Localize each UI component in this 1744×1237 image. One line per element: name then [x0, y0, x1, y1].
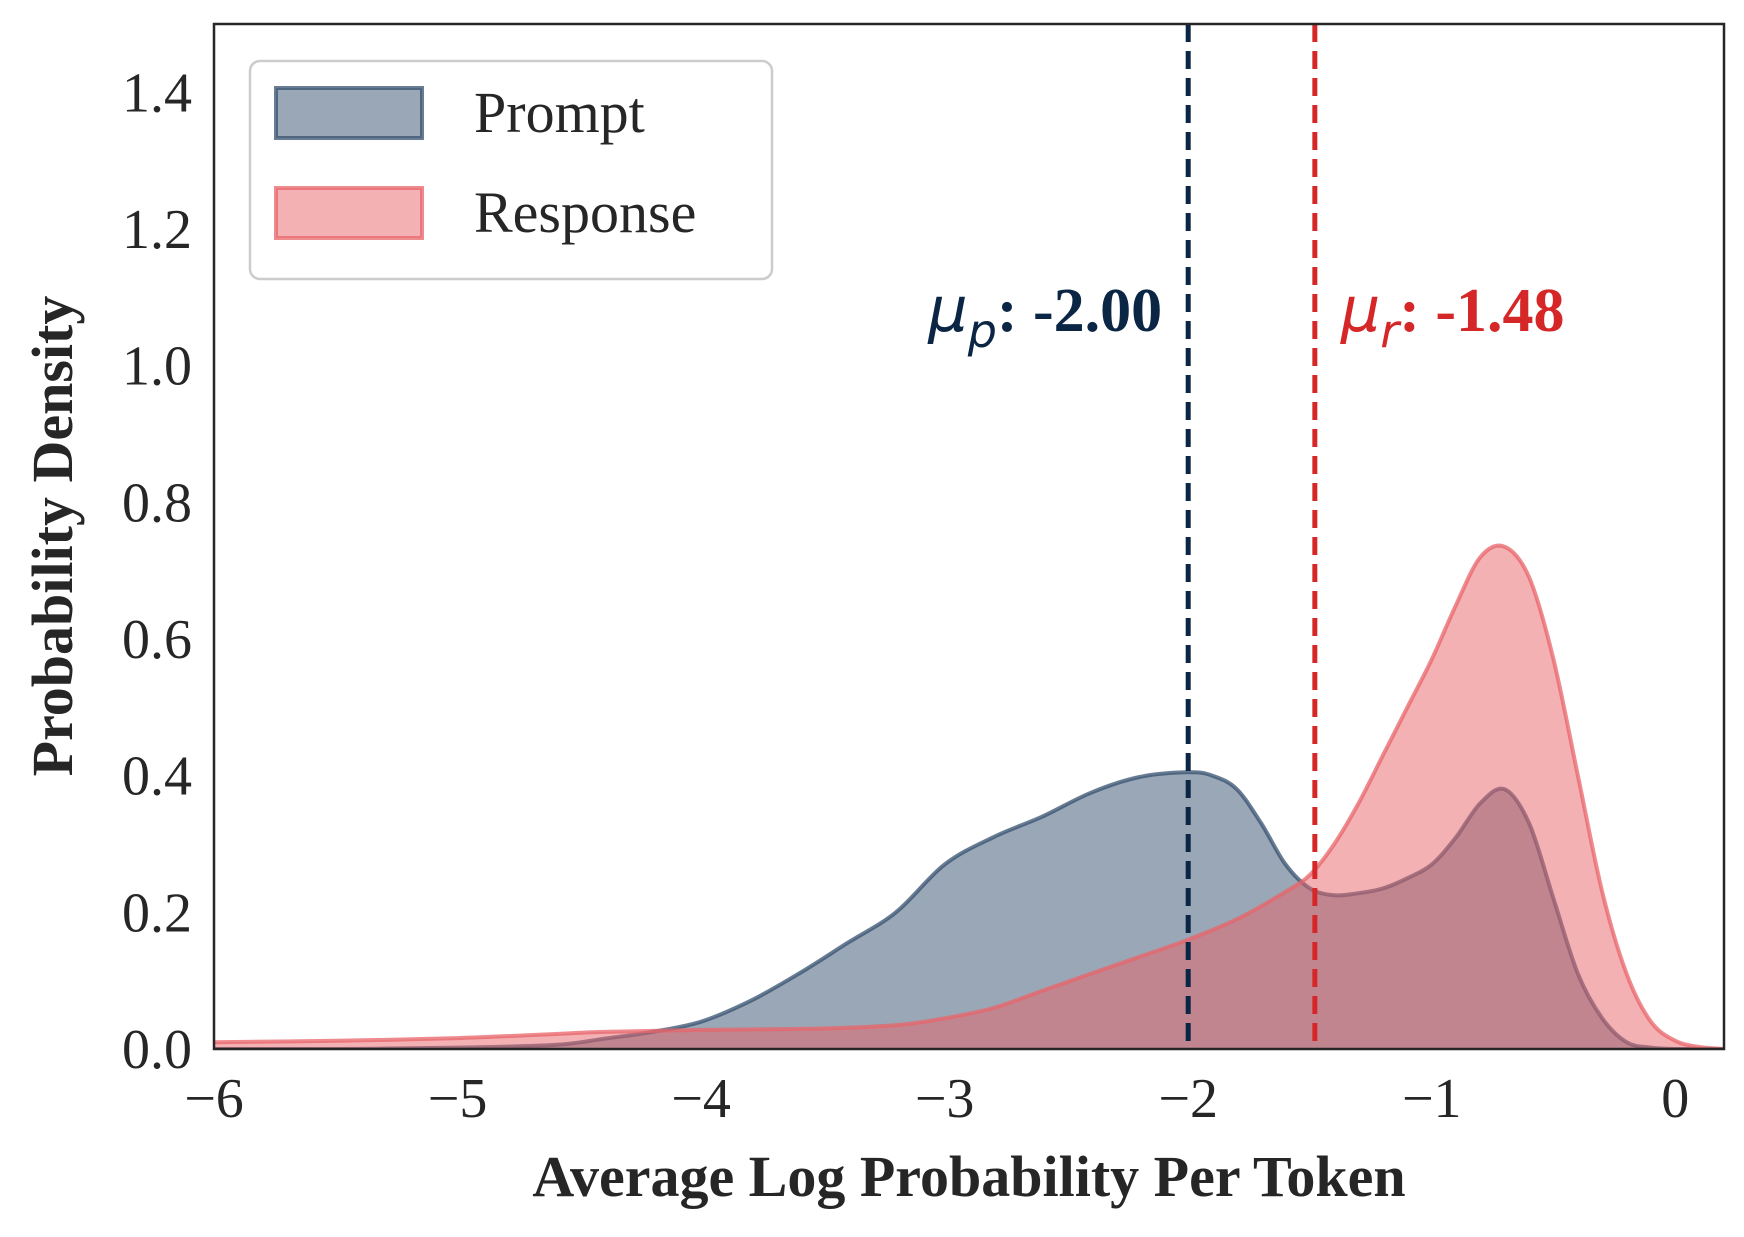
legend: Prompt Response — [248, 59, 774, 281]
prompt-mean-subscript: p — [967, 304, 997, 358]
prompt-mean-label: μp: -2.00 — [927, 273, 1162, 358]
y-tick-label: 1.0 — [122, 336, 192, 398]
x-tick-label: 0 — [1661, 1068, 1689, 1130]
response-mean-subscript: r — [1380, 304, 1402, 358]
response-mean-label: μr: -1.48 — [1340, 273, 1565, 358]
x-tick-label: −5 — [428, 1068, 488, 1130]
y-axis-title: Probability Density — [20, 296, 85, 777]
y-tick-label: 1.2 — [122, 199, 192, 261]
y-tick-label: 0.8 — [122, 472, 192, 534]
x-tick-label: −6 — [184, 1068, 244, 1130]
series-areas — [214, 543, 1724, 1049]
legend-label-response: Response — [474, 180, 696, 245]
y-tick-label: 0.2 — [122, 882, 192, 944]
legend-swatch-response — [274, 186, 424, 240]
legend-label-prompt: Prompt — [474, 80, 645, 145]
y-axis-ticks: 0.0 0.2 0.4 0.6 0.8 1.0 1.2 1.4 — [122, 62, 192, 1081]
legend-swatch-prompt — [274, 86, 424, 140]
y-tick-label: 1.4 — [122, 62, 192, 124]
mean-labels: μp: -2.00 μr: -1.48 — [927, 273, 1564, 358]
y-tick-label: 0.0 — [122, 1019, 192, 1081]
x-tick-label: −4 — [671, 1068, 731, 1130]
response-density-line — [214, 543, 1724, 1049]
prompt-mean-symbol: μ — [927, 273, 967, 346]
plot-frame — [212, 22, 1726, 1051]
response-mean-value: : -1.48 — [1399, 277, 1564, 345]
response-density-area — [214, 545, 1724, 1049]
x-tick-label: −3 — [915, 1068, 975, 1130]
x-axis-ticks: −6 −5 −4 −3 −2 −1 0 — [184, 1068, 1689, 1130]
y-tick-label: 0.6 — [122, 609, 192, 671]
prompt-mean-value: : -2.00 — [997, 277, 1162, 345]
x-axis-title: Average Log Probability Per Token — [532, 1144, 1405, 1209]
x-tick-label: −2 — [1158, 1068, 1218, 1130]
y-tick-label: 0.4 — [122, 746, 192, 808]
mean-lines — [1185, 24, 1318, 1049]
response-mean-symbol: μ — [1340, 273, 1380, 346]
x-tick-label: −1 — [1402, 1068, 1462, 1130]
